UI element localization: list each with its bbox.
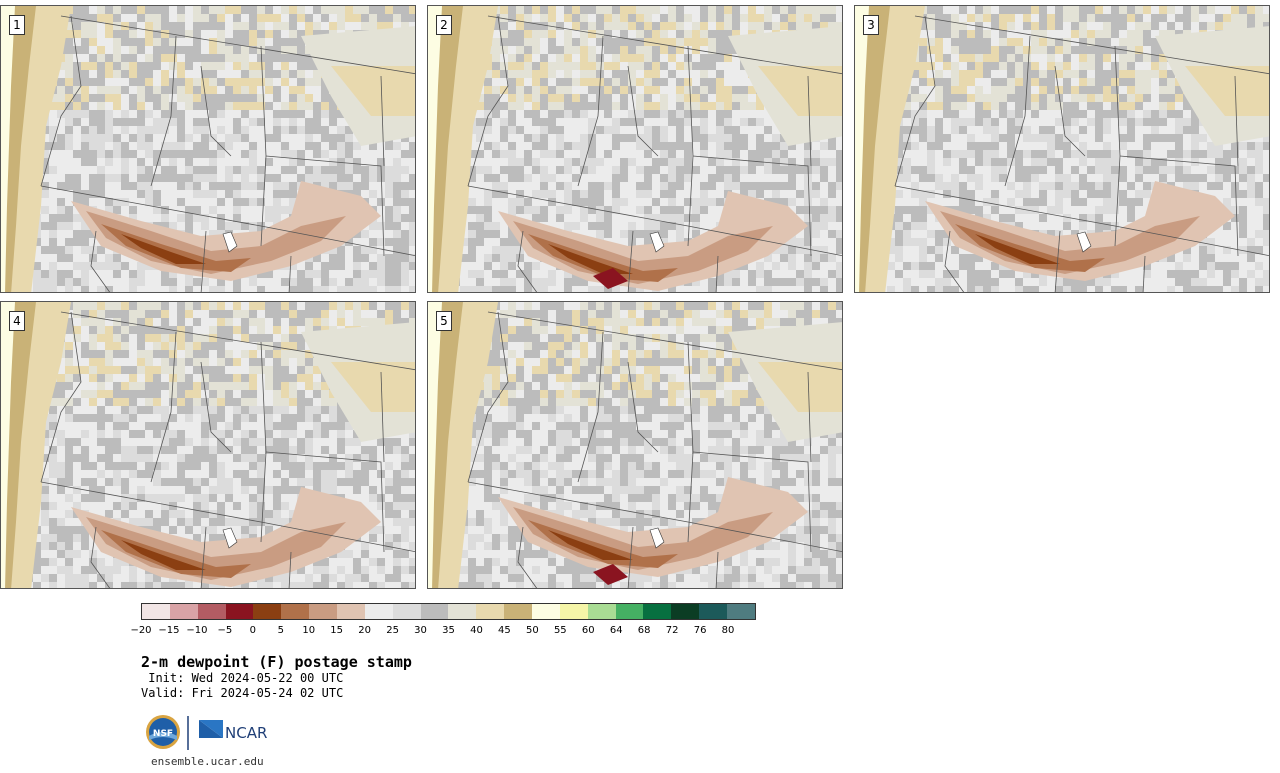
init-time: Init: Wed 2024-05-22 00 UTC [141, 671, 344, 685]
colorbar-tick-label: 55 [553, 625, 567, 636]
dewpoint-field [1, 302, 415, 588]
colorbar-segment [559, 604, 588, 619]
colorbar-tick-label: 76 [693, 625, 707, 636]
colorbar-tick-labels: −20 −15 −10 −5 0 5 10 15 20 25 30 35 40 45 50 55 60 64 68 7… [130, 625, 756, 639]
colorbar-segment [504, 604, 533, 619]
colorbar-segment [337, 604, 365, 619]
colorbar-segment [476, 604, 505, 619]
postage-stamp-map-4: 4 [0, 301, 416, 589]
dewpoint-field [855, 6, 1269, 292]
dewpoint-colorbar [141, 603, 756, 620]
colorbar-tick-label: 0 [249, 625, 256, 636]
colorbar-tick-label: −15 [158, 625, 180, 636]
colorbar-tick-label: −5 [217, 625, 233, 636]
member-number-label: 2 [436, 15, 452, 35]
colorbar-segment [392, 604, 421, 619]
colorbar-segment [643, 604, 672, 619]
colorbar-tick-label: −20 [130, 625, 152, 636]
colorbar-tick-label: 72 [665, 625, 679, 636]
colorbar-segment [309, 604, 338, 619]
colorbar-tick-label: 40 [470, 625, 483, 636]
postage-stamp-map-1: 1 [0, 5, 416, 293]
valid-time: Valid: Fri 2024-05-24 02 UTC [141, 686, 344, 700]
colorbar-segment [142, 604, 170, 619]
colorbar-tick-label: 20 [358, 625, 371, 636]
dewpoint-field [428, 302, 842, 588]
ncar-logo-icon: NCAR [199, 720, 267, 742]
colorbar-tick-label: 25 [386, 625, 399, 636]
colorbar-tick-label: 10 [302, 625, 316, 636]
postage-stamp-map-2: 2 [427, 5, 843, 293]
logos: NSF NCAR [146, 715, 267, 750]
colorbar-tick-label: −10 [186, 625, 208, 636]
colorbar-tick-label: 50 [525, 625, 539, 636]
colorbar-tick-label: 60 [581, 625, 595, 636]
colorbar-tick-label: 35 [442, 625, 455, 636]
member-number-label: 5 [436, 311, 452, 331]
member-number-label: 4 [9, 311, 25, 331]
colorbar-tick-label: 64 [609, 625, 623, 636]
member-number-label: 1 [9, 15, 25, 35]
postage-stamp-map-5: 5 [427, 301, 843, 589]
postage-stamp-map-3: 3 [854, 5, 1270, 293]
dewpoint-field [1, 6, 415, 292]
member-number-label: 3 [863, 15, 879, 35]
colorbar-segment [281, 604, 310, 619]
colorbar-tick-label: 15 [330, 625, 344, 636]
colorbar-segment [364, 604, 393, 619]
colorbar-segment [253, 604, 282, 619]
colorbar-segment [532, 604, 560, 619]
colorbar-segment [671, 604, 700, 619]
colorbar-tick-label: 68 [637, 625, 651, 636]
colorbar-tick-label: 80 [721, 625, 735, 636]
colorbar-segment [699, 604, 728, 619]
colorbar-segment [448, 604, 477, 619]
colorbar-tick-label: 30 [414, 625, 427, 636]
colorbar-segment [727, 604, 755, 619]
colorbar-segment [225, 604, 254, 619]
colorbar-segment [587, 604, 616, 619]
colorbar-tick-label: 5 [277, 625, 284, 636]
dewpoint-field [428, 6, 842, 292]
nsf-logo-icon: NSF [146, 715, 180, 749]
colorbar-tick-label: 45 [498, 625, 511, 636]
plot-title: 2-m dewpoint (F) postage stamp [141, 653, 412, 671]
website-link[interactable]: ensemble.ucar.edu [151, 755, 264, 768]
colorbar-segment [615, 604, 644, 619]
colorbar-segment [169, 604, 198, 619]
colorbar-segment [197, 604, 226, 619]
colorbar-segment [420, 604, 449, 619]
